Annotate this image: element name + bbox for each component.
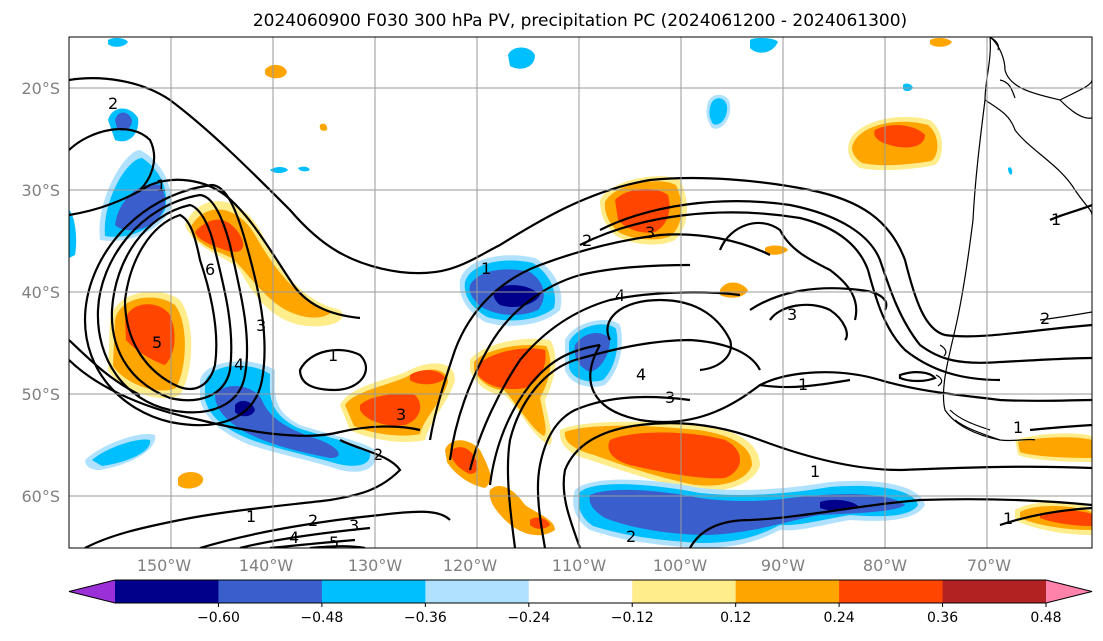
colorbar-tick-label: −0.36 <box>404 610 447 626</box>
precipitation-shading <box>69 37 1092 548</box>
contour-label: 1 <box>246 507 256 526</box>
map-frame <box>68 36 1093 549</box>
colorbar-tick-labels: −0.60 −0.48 −0.36 −0.24 −0.12 0.12 0.24 0.36 0.4… <box>197 603 1062 626</box>
longitude-labels: 150°W 140°W 130°W 120°W 110°W 100°W 90°W… <box>137 556 1011 575</box>
positive-anomaly-central <box>340 338 556 536</box>
contour-label: 1 <box>481 259 491 278</box>
lat-label: 40°S <box>21 283 60 302</box>
contour-label: 1 <box>1013 418 1023 437</box>
lon-label: 100°W <box>653 556 708 575</box>
contour-label: 2 <box>108 94 118 113</box>
figure-title: 2024060900 F030 300 hPa PV, precipitatio… <box>253 11 907 31</box>
colorbar: −0.60 −0.48 −0.36 −0.24 −0.12 0.12 0.24 0.36 0.4… <box>68 579 1093 626</box>
contour-label: 3 <box>787 305 797 324</box>
colorbar-tick-label: −0.60 <box>197 610 240 626</box>
colorbar-segment <box>528 580 633 603</box>
lon-label: 70°W <box>967 556 1011 575</box>
negative-anomaly-central <box>459 37 1013 548</box>
colorbar-tick-label: −0.12 <box>611 610 654 626</box>
colorbar-segment <box>735 580 840 603</box>
lon-label: 140°W <box>239 556 294 575</box>
pv-contour-west-outer <box>69 77 1092 338</box>
lon-label: 130°W <box>348 556 403 575</box>
contour-label: 2 <box>1040 309 1050 328</box>
contour-label: 3 <box>645 223 655 242</box>
coastlines <box>935 37 1092 442</box>
lat-label: 20°S <box>21 79 60 98</box>
colorbar-tick-label: 0.12 <box>720 610 751 626</box>
lon-label: 110°W <box>552 556 607 575</box>
colorbar-extend-low <box>69 580 115 603</box>
colorbar-segment <box>321 580 426 603</box>
contour-label: 4 <box>289 528 299 547</box>
contour-label: 2 <box>626 527 636 546</box>
colorbar-segment <box>425 580 530 603</box>
contour-label: 4 <box>615 286 625 305</box>
positive-anomaly-east <box>559 37 1092 535</box>
contour-label: 1 <box>1051 210 1061 229</box>
contour-label: 2 <box>308 511 318 530</box>
negative-anomaly-west <box>69 37 376 472</box>
lat-label: 60°S <box>21 487 60 506</box>
colorbar-segment <box>218 580 323 603</box>
colorbar-segment <box>115 580 219 603</box>
contour-label: 4 <box>636 365 646 384</box>
pv-contour-central-trough <box>428 233 771 441</box>
lat-label: 30°S <box>21 181 60 200</box>
contour-label: 1 <box>156 176 166 195</box>
colorbar-outline <box>68 579 1093 604</box>
contour-label: 4 <box>234 355 244 374</box>
colorbar-tick-label: 0.48 <box>1030 610 1061 626</box>
contour-label: 1 <box>798 375 808 394</box>
colorbar-segment <box>632 580 737 603</box>
colorbar-tick-label: 0.36 <box>927 610 958 626</box>
lon-label: 120°W <box>443 556 498 575</box>
contour-label: 5 <box>152 333 162 352</box>
contour-label: 1 <box>810 462 820 481</box>
lon-label: 150°W <box>137 556 192 575</box>
colorbar-segments <box>68 579 1093 604</box>
contour-label: 1 <box>1003 509 1013 528</box>
colorbar-segment <box>839 580 944 603</box>
colorbar-tick-label: 0.24 <box>824 610 855 626</box>
lat-label: 50°S <box>21 385 60 404</box>
pv-contours <box>69 77 1092 548</box>
contour-label: 6 <box>205 260 215 279</box>
contour-label: 2 <box>582 231 592 250</box>
contour-label: 1 <box>328 346 338 365</box>
contour-label: 3 <box>665 388 675 407</box>
colorbar-tick-label: −0.48 <box>300 610 343 626</box>
contour-label: 3 <box>349 516 359 535</box>
contour-label: 3 <box>396 405 406 424</box>
colorbar-extend-high <box>1046 580 1092 603</box>
pv-contour-labels: 2 1 6 5 4 3 1 3 2 1 2 3 4 5 1 2 3 4 3 2 <box>108 94 1061 552</box>
contour-label: 5 <box>329 533 339 552</box>
contour-label: 2 <box>373 445 383 464</box>
lon-label: 80°W <box>863 556 907 575</box>
map-panel: 2 1 6 5 4 3 1 3 2 1 2 3 4 5 1 2 3 4 3 2 <box>68 36 1093 552</box>
graticule <box>69 37 1092 548</box>
latitude-labels: 20°S 30°S 40°S 50°S 60°S <box>21 79 60 506</box>
contour-label: 3 <box>256 316 266 335</box>
colorbar-tick-label: −0.24 <box>507 610 550 626</box>
colorbar-segment <box>942 580 1047 603</box>
lon-label: 90°W <box>761 556 805 575</box>
